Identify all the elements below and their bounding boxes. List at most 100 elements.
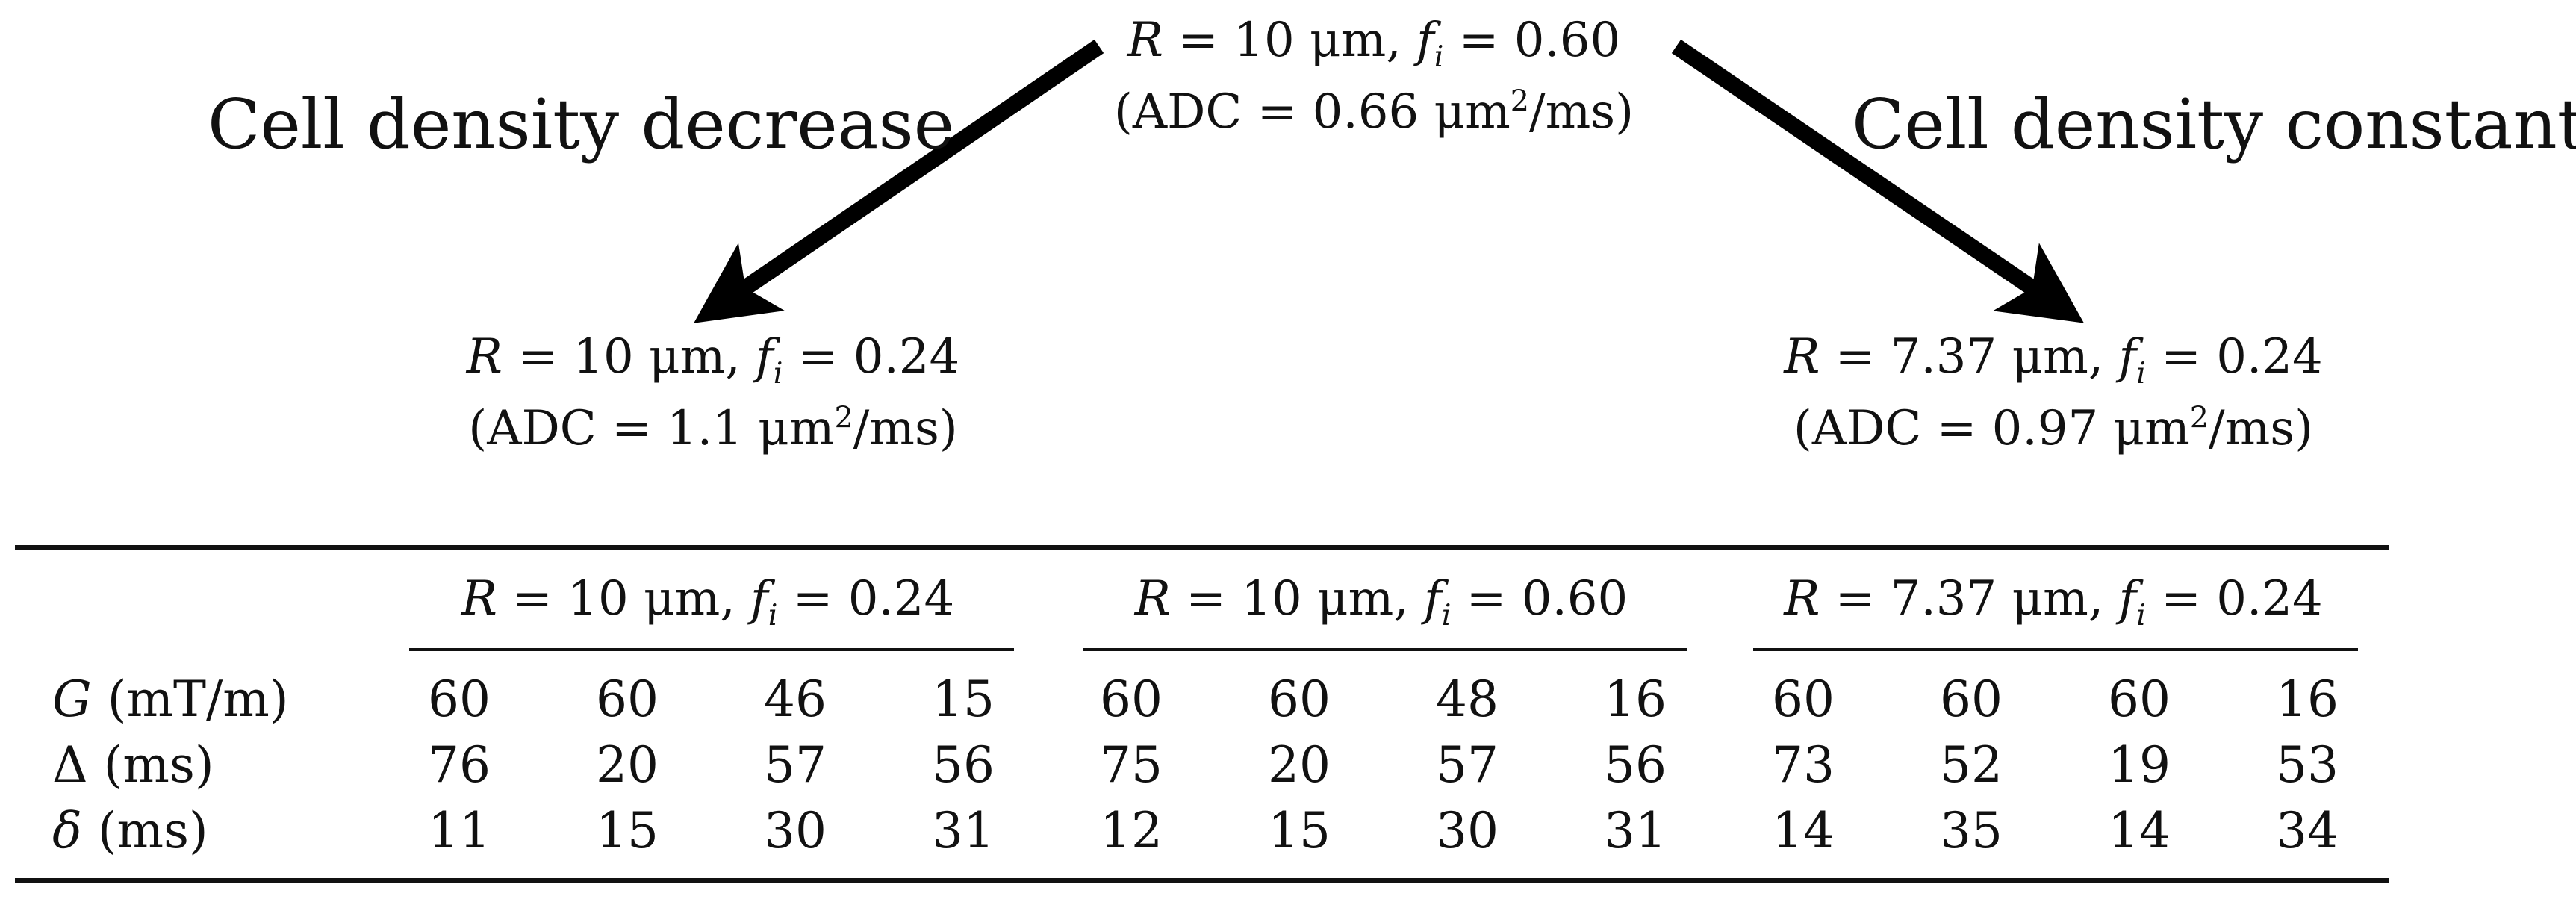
row-symbol: Δ bbox=[52, 736, 88, 794]
fraction-subscript: i bbox=[1441, 597, 1452, 632]
table-group-header-3: R = 7.37 μm, fi = 0.24 bbox=[1740, 569, 2367, 632]
table-cell: 20 bbox=[596, 736, 659, 794]
radius-value: = 7.37 μm, bbox=[1820, 329, 2119, 385]
radius-value: = 10 μm, bbox=[502, 329, 756, 385]
adc-prefix: (ADC = 1.1 μm bbox=[468, 401, 835, 456]
table-cell: 30 bbox=[1436, 802, 1499, 859]
table-cell: 48 bbox=[1436, 671, 1499, 728]
row-symbol: δ bbox=[52, 802, 82, 859]
table-cell: 31 bbox=[932, 802, 995, 859]
radius-symbol: R bbox=[461, 571, 497, 626]
table-cell: 57 bbox=[1436, 736, 1499, 794]
fraction-value: = 0.24 bbox=[2145, 329, 2323, 385]
row-label-delta-small: δ (ms) bbox=[52, 800, 208, 862]
table-cell: 60 bbox=[2108, 671, 2171, 728]
table-cell: 52 bbox=[1940, 736, 2003, 794]
radius-symbol: R bbox=[1784, 571, 1820, 626]
left-node: R = 10 μm, fi = 0.24 (ADC = 1.1 μm2/ms) bbox=[414, 321, 1012, 464]
table-cell: 14 bbox=[2108, 802, 2171, 859]
table-cell: 19 bbox=[2108, 736, 2171, 794]
adc-prefix: (ADC = 0.97 μm bbox=[1793, 401, 2190, 456]
table-cell: 12 bbox=[1100, 802, 1163, 859]
fraction-value: = 0.24 bbox=[2145, 571, 2323, 626]
table-cell: 15 bbox=[596, 802, 659, 859]
table-cell: 73 bbox=[1772, 736, 1835, 794]
table-cell: 60 bbox=[1100, 671, 1163, 728]
fraction-subscript: i bbox=[2136, 355, 2146, 391]
table-cell: 60 bbox=[1772, 671, 1835, 728]
row-unit: (ms) bbox=[87, 736, 214, 794]
fraction-symbol: f bbox=[756, 329, 774, 385]
row-unit: (mT/m) bbox=[91, 671, 289, 728]
right-node-adc: (ADC = 0.97 μm2/ms) bbox=[1740, 393, 2367, 464]
radius-symbol: R bbox=[1134, 571, 1171, 626]
table-cell: 76 bbox=[428, 736, 491, 794]
radius-value: = 7.37 μm, bbox=[1820, 571, 2119, 626]
table-cell: 16 bbox=[2276, 671, 2339, 728]
fraction-subscript: i bbox=[1434, 39, 1444, 74]
fraction-symbol: f bbox=[750, 571, 768, 626]
adc-suffix: /ms) bbox=[1529, 84, 1634, 140]
left-node-params: R = 10 μm, fi = 0.24 bbox=[466, 329, 960, 388]
radius-symbol: R bbox=[1127, 13, 1163, 68]
row-symbol: G bbox=[52, 671, 92, 728]
table-cell: 60 bbox=[596, 671, 659, 728]
left-branch-label: Cell density decrease bbox=[208, 84, 955, 164]
fraction-subscript: i bbox=[2136, 597, 2146, 632]
top-node-params: R = 10 μm, fi = 0.60 bbox=[1127, 13, 1620, 72]
fraction-value: = 0.24 bbox=[783, 329, 960, 385]
right-node: R = 7.37 μm, fi = 0.24 (ADC = 0.97 μm2/m… bbox=[1740, 321, 2367, 464]
table-cell: 16 bbox=[1604, 671, 1667, 728]
adc-suffix: /ms) bbox=[853, 401, 958, 456]
table-group-header-1: R = 10 μm, fi = 0.24 bbox=[409, 569, 1007, 632]
radius-value: = 10 μm, bbox=[1163, 13, 1417, 68]
fraction-subscript: i bbox=[773, 355, 783, 391]
row-label-delta-big: Δ (ms) bbox=[52, 734, 214, 797]
adc-prefix: (ADC = 0.66 μm bbox=[1113, 84, 1511, 140]
table-cell: 34 bbox=[2276, 802, 2339, 859]
table-cell: 60 bbox=[1940, 671, 2003, 728]
group-underline-1 bbox=[409, 648, 1014, 651]
radius-value: = 10 μm, bbox=[1170, 571, 1425, 626]
table-top-rule bbox=[15, 545, 2389, 550]
top-node: R = 10 μm, fi = 0.60 (ADC = 0.66 μm2/ms) bbox=[1075, 4, 1673, 148]
table-cell: 11 bbox=[428, 802, 491, 859]
radius-value: = 10 μm, bbox=[497, 571, 751, 626]
table-cell: 31 bbox=[1604, 802, 1667, 859]
right-node-params: R = 7.37 μm, fi = 0.24 bbox=[1784, 329, 2323, 388]
arrow-right bbox=[1671, 39, 2084, 323]
table-cell: 60 bbox=[1268, 671, 1331, 728]
table-cell: 53 bbox=[2276, 736, 2339, 794]
table-cell: 57 bbox=[764, 736, 827, 794]
table-cell: 35 bbox=[1940, 802, 2003, 859]
fraction-symbol: f bbox=[2118, 329, 2137, 385]
fraction-value: = 0.24 bbox=[777, 571, 955, 626]
fraction-subscript: i bbox=[768, 597, 778, 632]
table-cell: 15 bbox=[932, 671, 995, 728]
right-branch-label: Cell density constant bbox=[1852, 84, 2576, 164]
table-cell: 15 bbox=[1268, 802, 1331, 859]
row-unit: (ms) bbox=[81, 802, 208, 859]
top-node-adc: (ADC = 0.66 μm2/ms) bbox=[1075, 76, 1673, 148]
adc-superscript: 2 bbox=[2189, 400, 2209, 435]
table-cell: 14 bbox=[1772, 802, 1835, 859]
radius-symbol: R bbox=[466, 329, 503, 385]
table-cell: 60 bbox=[428, 671, 491, 728]
fraction-symbol: f bbox=[2118, 571, 2137, 626]
fraction-symbol: f bbox=[1424, 571, 1442, 626]
table-cell: 20 bbox=[1268, 736, 1331, 794]
table-bottom-rule bbox=[15, 878, 2389, 883]
table-cell: 46 bbox=[764, 671, 827, 728]
adc-suffix: /ms) bbox=[2209, 401, 2314, 456]
table-group-header-2: R = 10 μm, fi = 0.60 bbox=[1083, 569, 1680, 632]
table-cell: 30 bbox=[764, 802, 827, 859]
adc-superscript: 2 bbox=[834, 400, 853, 435]
fraction-symbol: f bbox=[1416, 13, 1434, 68]
radius-symbol: R bbox=[1784, 329, 1820, 385]
table-cell: 56 bbox=[932, 736, 995, 794]
row-label-gradient: G (mT/m) bbox=[52, 668, 289, 731]
table-cell: 75 bbox=[1100, 736, 1163, 794]
arrow-left bbox=[694, 39, 1104, 323]
group-underline-3 bbox=[1753, 648, 2358, 651]
